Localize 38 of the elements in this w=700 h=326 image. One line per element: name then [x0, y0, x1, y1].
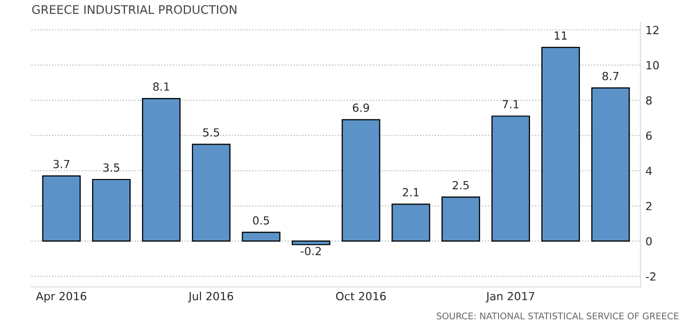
- data-label: 3.7: [53, 160, 70, 168]
- y-tick-label: -2: [646, 272, 656, 281]
- data-label: 3.5: [103, 163, 120, 172]
- y-tick-label: 2: [646, 202, 652, 210]
- bar: [142, 98, 181, 242]
- data-label: 11: [554, 32, 567, 40]
- y-tick-label: 8: [646, 96, 652, 105]
- bar: [342, 119, 380, 242]
- bar: [541, 46, 580, 242]
- x-tick-label: Apr 2016: [36, 292, 86, 302]
- x-tick-label: Jan 2017: [486, 292, 534, 302]
- y-tick-label: 6: [646, 131, 652, 140]
- bar: [442, 196, 480, 242]
- bar: [591, 87, 630, 242]
- bar: [491, 116, 530, 242]
- data-label: 6.9: [352, 104, 370, 112]
- x-tick-label: Jul 2016: [188, 292, 234, 302]
- data-label: 2.1: [402, 188, 419, 196]
- y-tick-label: 10: [646, 61, 659, 70]
- bar: [242, 232, 280, 242]
- data-label: 7.1: [502, 100, 519, 108]
- bar: [192, 144, 230, 242]
- y-tick-label: 0: [646, 237, 652, 246]
- data-label: -0.2: [300, 246, 321, 256]
- bar: [42, 175, 81, 242]
- chart-title: GREECE INDUSTRIAL PRODUCTION: [32, 5, 236, 14]
- bar: [92, 178, 131, 242]
- y-tick-label: 4: [646, 166, 652, 175]
- data-label: 8.7: [602, 72, 618, 80]
- bar: [392, 204, 430, 242]
- data-label: 0.5: [253, 216, 269, 225]
- data-label: 2.5: [452, 180, 469, 190]
- bar: [292, 240, 330, 246]
- x-tick-label: Oct 2016: [336, 292, 386, 300]
- source-note: SOURCE: NATIONAL STATISTICAL SERVICE OF GREECE: [436, 312, 678, 320]
- data-label: 5.5: [203, 128, 220, 137]
- y-tick-label: 12: [646, 26, 658, 34]
- data-label: 8.1: [153, 82, 170, 91]
